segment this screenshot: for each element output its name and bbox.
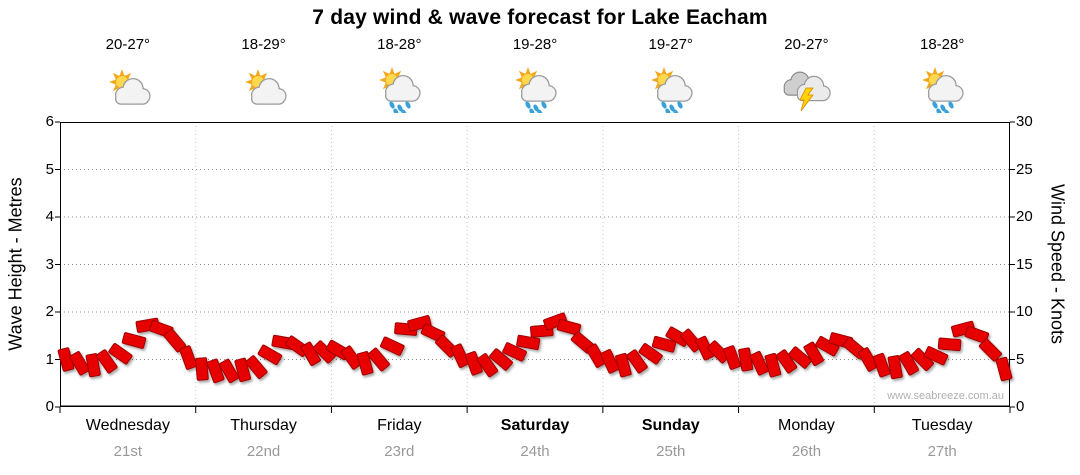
day-name: Tuesday bbox=[911, 417, 973, 434]
sun-cloud-rain-icon bbox=[331, 67, 467, 113]
temp-range: 20-27° bbox=[784, 36, 829, 53]
storm-icon bbox=[739, 67, 875, 113]
day-name: Friday bbox=[377, 417, 422, 434]
wind-tick-label: 15 bbox=[1016, 255, 1033, 273]
day-name: Wednesday bbox=[85, 417, 170, 434]
wind-tick-label: 0 bbox=[1016, 398, 1025, 415]
wind-tick-label: 25 bbox=[1016, 160, 1033, 178]
day-date: 21st bbox=[113, 443, 143, 460]
day-name: Sunday bbox=[641, 417, 700, 434]
temperature-row: 20-27° 18-29° 18-28° 19-28° 19-27° 20-27° 18-2… bbox=[60, 36, 1010, 53]
wind-tick-label: 30 bbox=[1016, 113, 1033, 130]
wave-tick-label: 5 bbox=[45, 160, 54, 178]
wind-tick-label: 10 bbox=[1016, 303, 1033, 320]
wave-tick-label: 3 bbox=[45, 255, 54, 273]
day-date: 26th bbox=[791, 443, 822, 460]
wave-tick-label: 6 bbox=[45, 113, 54, 130]
page-title: 7 day wind & wave forecast for Lake Each… bbox=[312, 6, 768, 29]
day-date: 24th bbox=[520, 443, 550, 460]
day-names-row: Wednesday Thursday Friday Saturday Sunday Mon… bbox=[60, 417, 1010, 435]
wave-tick-label: 4 bbox=[45, 208, 54, 225]
day-name: Saturday bbox=[500, 417, 570, 434]
sun-cloud-rain-icon bbox=[874, 67, 1010, 113]
wave-tick-label: 0 bbox=[45, 398, 54, 415]
day-date: 22nd bbox=[246, 443, 281, 460]
sun-cloud-icon bbox=[60, 67, 196, 113]
day-date: 23rd bbox=[384, 443, 415, 460]
sun-cloud-icon bbox=[196, 67, 332, 113]
sun-cloud-rain-icon bbox=[603, 67, 739, 113]
forecast-plot: www.seabreeze.com.au bbox=[55, 121, 1015, 413]
wind-tick-label: 20 bbox=[1016, 208, 1033, 225]
wind-tick-label: 5 bbox=[1016, 350, 1025, 368]
wind-barb-series bbox=[57, 312, 1013, 384]
wave-tick-label: 2 bbox=[45, 303, 54, 320]
day-date: 25th bbox=[656, 443, 686, 460]
day-dates-row: 21st 22nd 23rd 24th 25th 26th 27th bbox=[60, 443, 1010, 460]
temp-range: 19-27° bbox=[648, 36, 693, 53]
wave-tick-label: 1 bbox=[45, 350, 54, 368]
temp-range: 20-27° bbox=[105, 36, 151, 53]
temp-range: 19-28° bbox=[512, 36, 558, 53]
watermark: www.seabreeze.com.au bbox=[886, 390, 1004, 402]
day-name: Monday bbox=[777, 417, 835, 434]
temp-range: 18-28° bbox=[919, 36, 965, 53]
weather-icons-row bbox=[60, 64, 1010, 116]
day-date: 27th bbox=[927, 443, 957, 460]
temp-range: 18-29° bbox=[241, 36, 286, 53]
sun-cloud-rain-icon bbox=[467, 67, 603, 113]
temp-range: 18-28° bbox=[377, 36, 422, 53]
day-name: Thursday bbox=[230, 417, 297, 434]
